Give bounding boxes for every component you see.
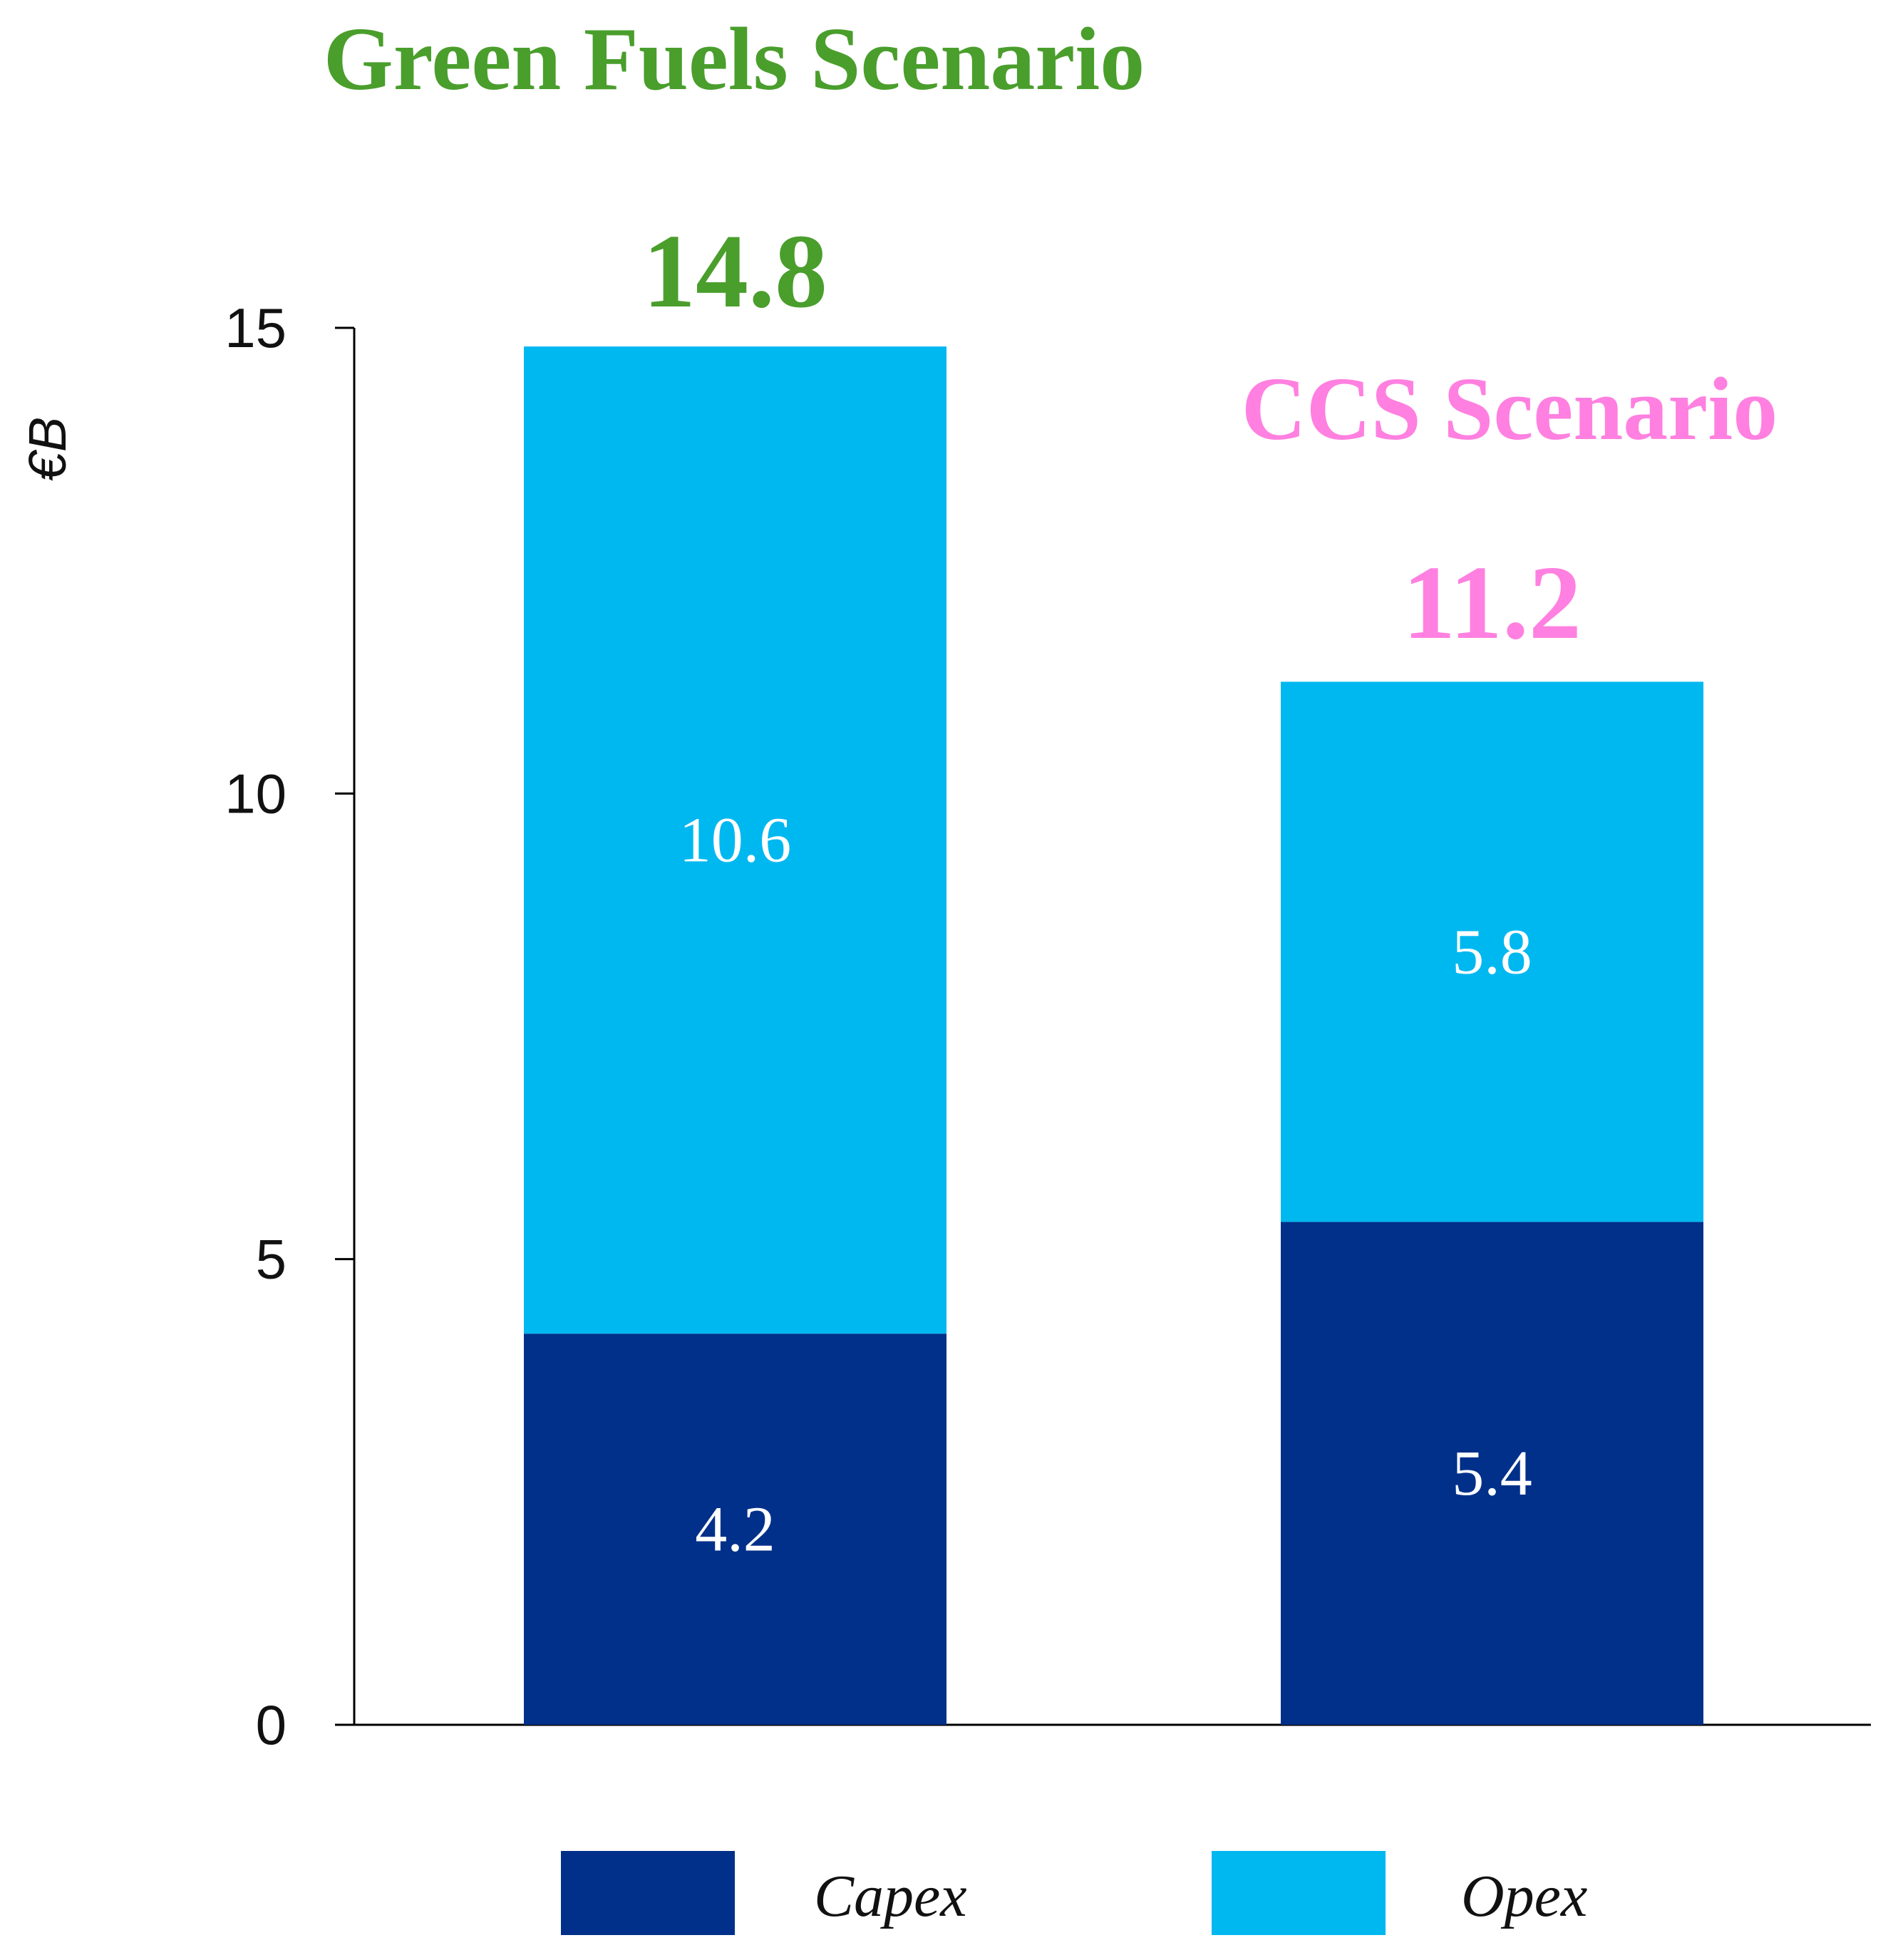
labels: 4.2 10.6 5.4 5.8 14.8 11.2 Green Fuels Scenari… — [324, 10, 1778, 1565]
segment-value-label: 4.2 — [695, 1495, 775, 1565]
bar-segment-opex — [1281, 681, 1703, 1222]
y-tick-label: 0 — [256, 1693, 287, 1756]
y-tick-label: 15 — [225, 296, 287, 359]
category-label-green-fuels: Green Fuels Scenario — [324, 10, 1145, 109]
bar-total-label: 14.8 — [643, 213, 827, 330]
bar-segment-opex — [524, 346, 946, 1334]
legend: Capex Opex — [561, 1851, 1587, 1935]
legend-swatch-opex — [1212, 1851, 1386, 1935]
bar-segment-capex — [524, 1334, 946, 1725]
bar-total-label: 11.2 — [1403, 545, 1582, 661]
y-axis-title: €B — [18, 417, 77, 482]
segment-value-label: 5.4 — [1452, 1438, 1532, 1509]
y-tick-label: 5 — [256, 1228, 287, 1291]
bar-segment-capex — [1281, 1222, 1703, 1725]
segment-value-label: 10.6 — [679, 805, 792, 876]
bars — [524, 346, 1703, 1725]
legend-swatch-capex — [561, 1851, 735, 1935]
segment-value-label: 5.8 — [1452, 917, 1532, 987]
legend-label-opex: Opex — [1461, 1863, 1587, 1929]
category-label-ccs: CCS Scenario — [1242, 360, 1778, 459]
legend-label-capex: Capex — [814, 1863, 967, 1929]
y-tick-label: 10 — [225, 762, 287, 825]
